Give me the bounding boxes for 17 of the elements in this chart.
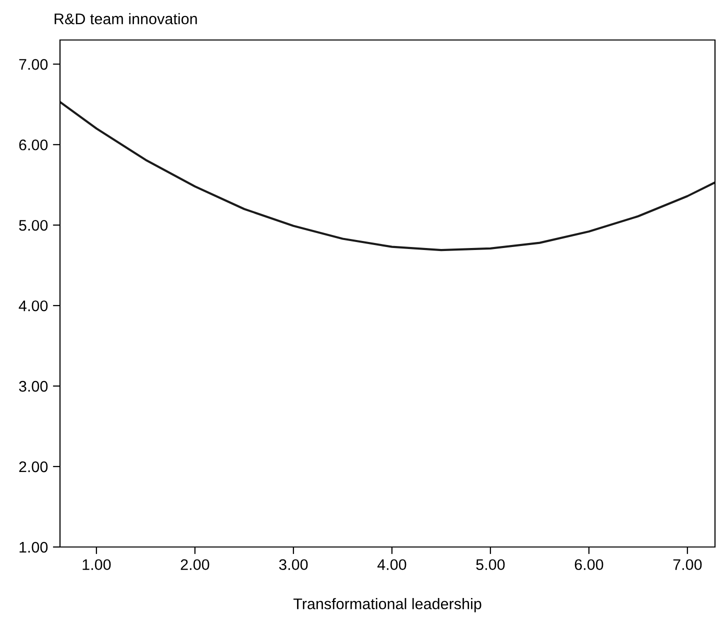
y-tick-label: 7.00 — [19, 59, 48, 70]
y-tick-label: 4.00 — [18, 300, 48, 312]
x-tick-label: 5.00 — [476, 559, 505, 570]
x-axis-title: Transformational leadership — [293, 598, 482, 612]
y-tick-label: 6.00 — [19, 139, 48, 150]
y-tick-label: 3.00 — [19, 380, 48, 392]
x-tick-label: 7.00 — [673, 559, 702, 570]
x-tick-label: 6.00 — [574, 559, 604, 570]
x-tick-label: 3.00 — [279, 559, 308, 570]
y-axis-title: R&D team innovation — [54, 13, 197, 24]
y-tick-label: 5.00 — [19, 220, 48, 231]
x-tick-label: 4.00 — [377, 559, 406, 570]
x-tick-label: 1.00 — [82, 559, 111, 570]
y-tick-label: 2.00 — [19, 461, 48, 472]
line-series — [60, 100, 715, 252]
y-tick-label: 1.00 — [20, 542, 48, 553]
x-tick-label: 2.00 — [180, 559, 210, 570]
